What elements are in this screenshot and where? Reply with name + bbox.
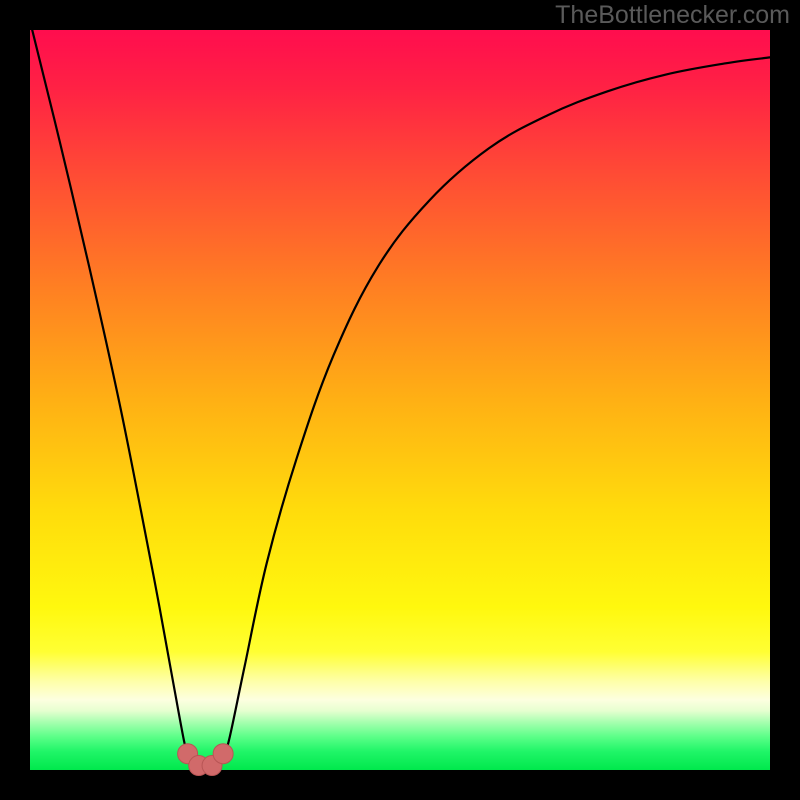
bottleneck-chart <box>0 0 800 800</box>
watermark-text: TheBottlenecker.com <box>555 1 790 30</box>
chart-frame: TheBottlenecker.com <box>0 0 800 800</box>
optimal-point-marker <box>213 744 233 764</box>
plot-background <box>30 30 770 770</box>
